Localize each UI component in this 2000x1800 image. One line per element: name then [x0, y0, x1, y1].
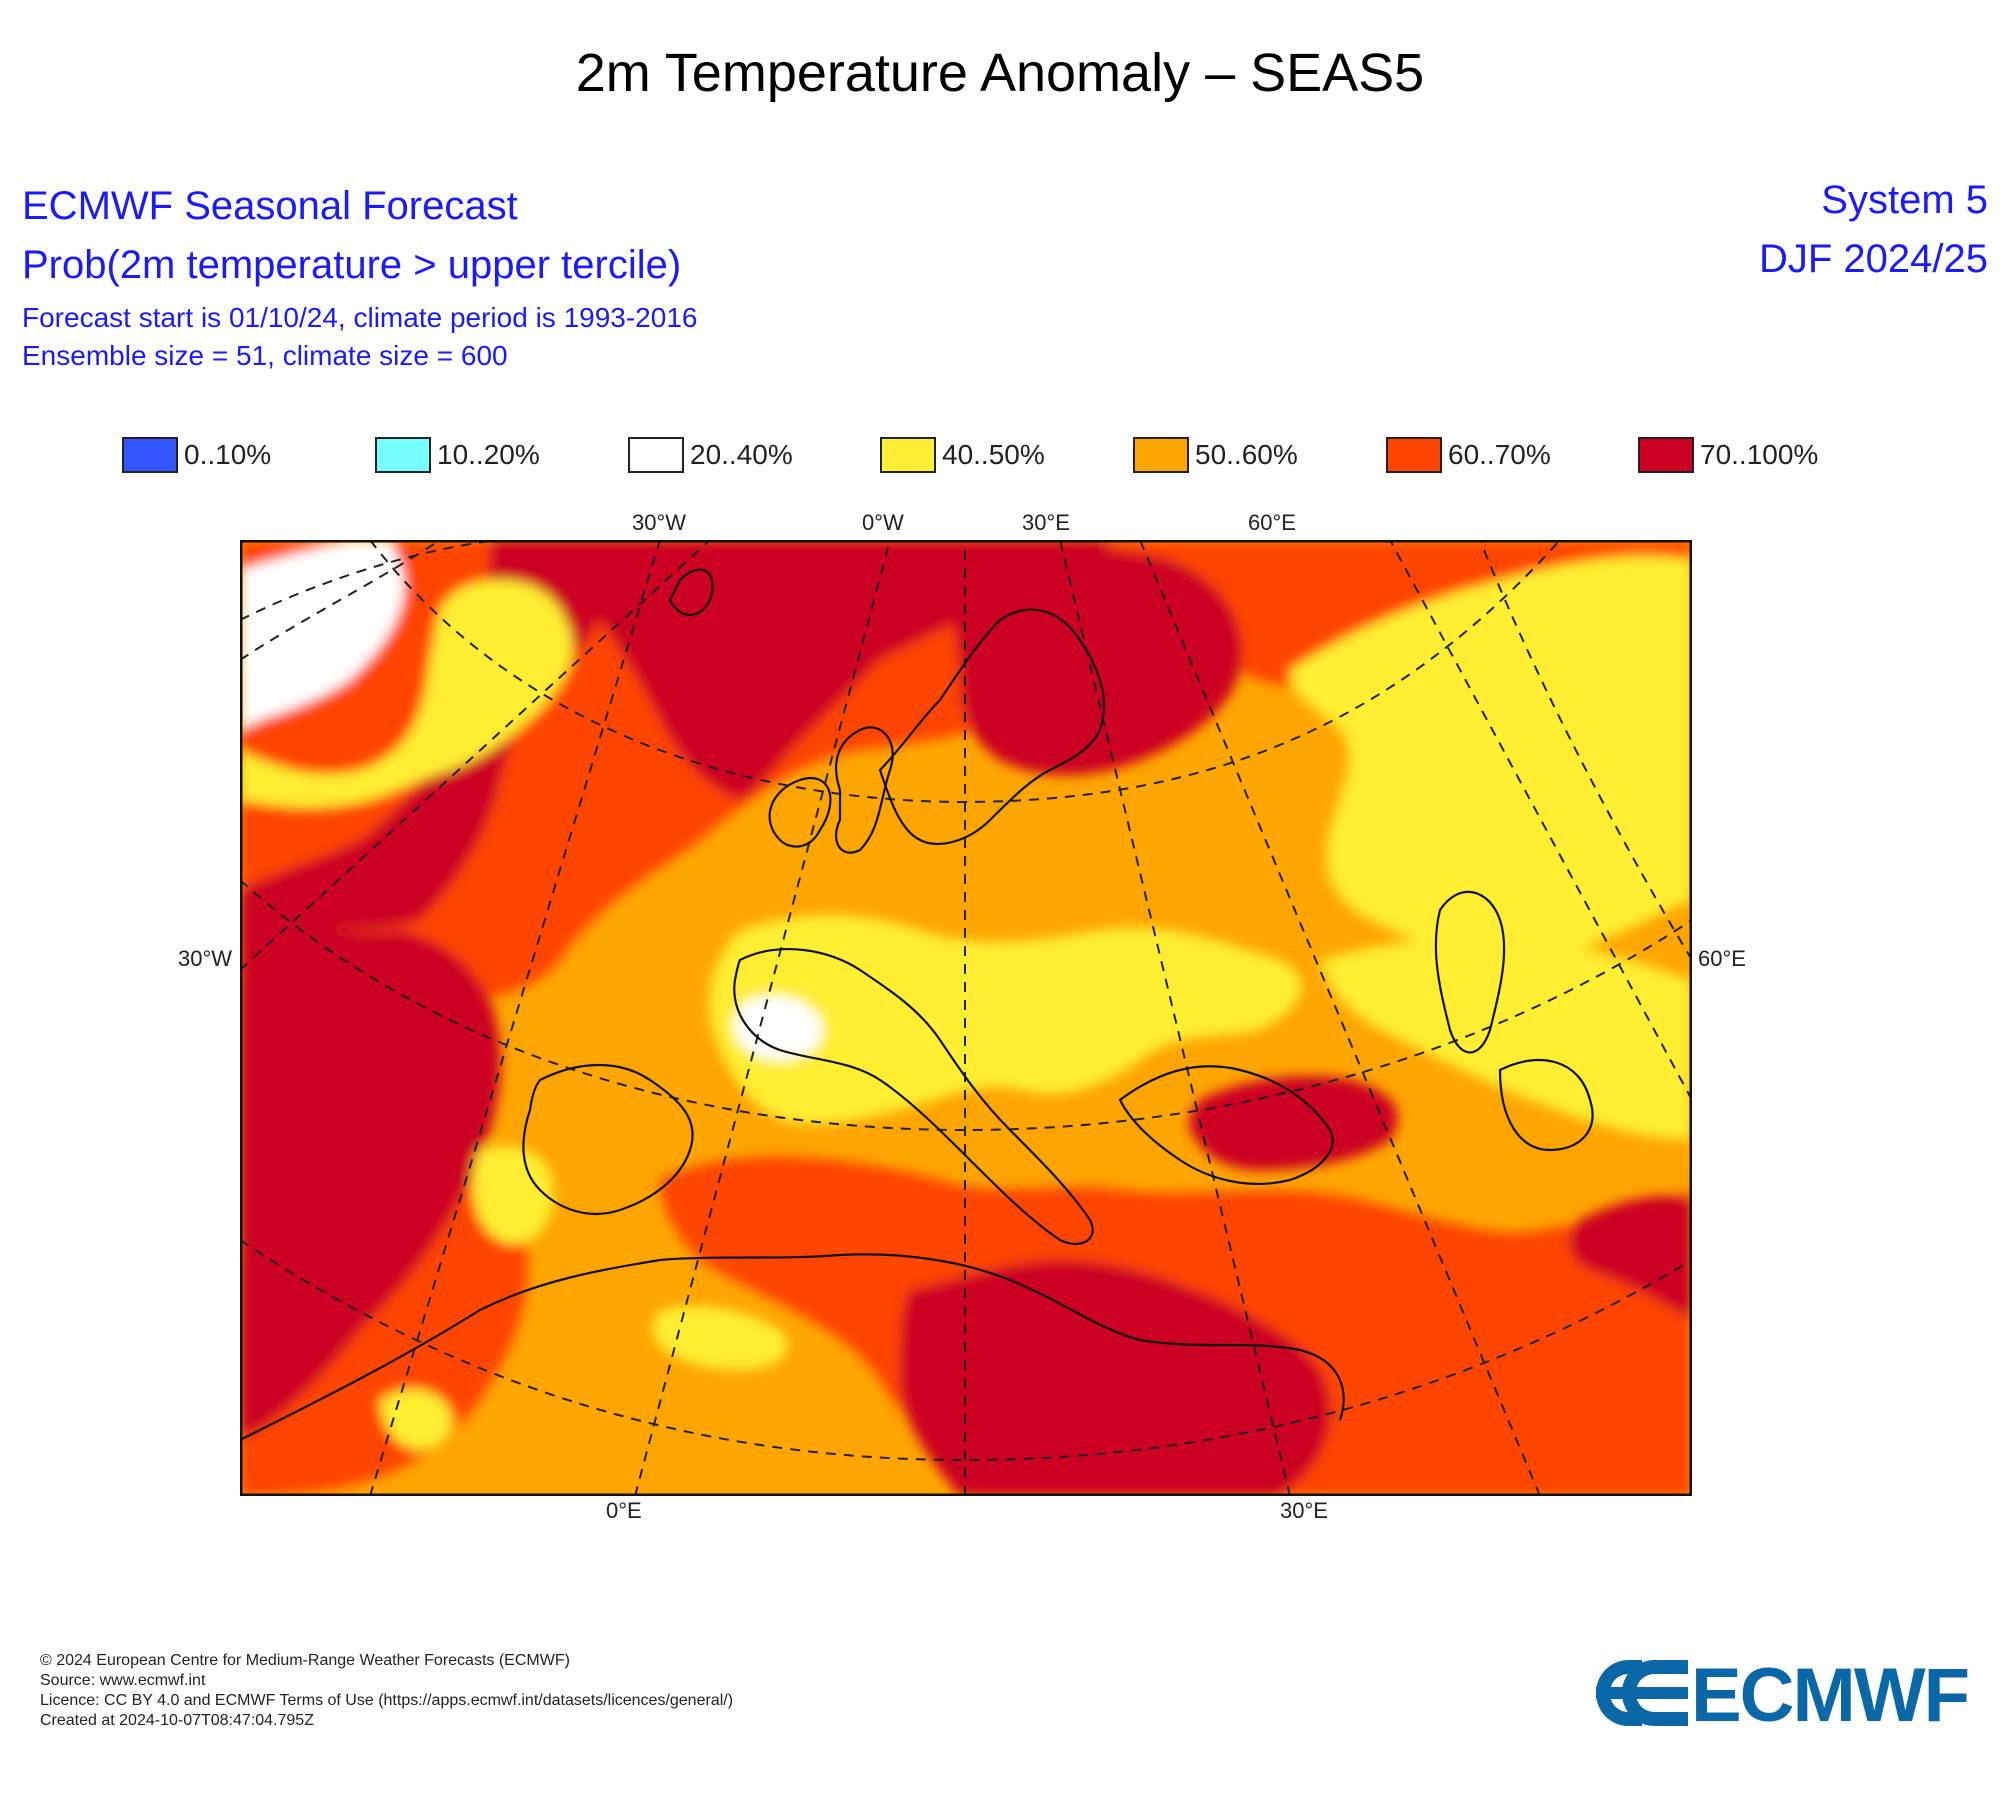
legend-item: 50..60% [1133, 435, 1298, 475]
season-label: DJF 2024/25 [1758, 237, 1988, 281]
legend-item: 20..40% [628, 435, 793, 475]
legend-item: 70..100% [1638, 435, 1818, 475]
coastline-black-sea [1118, 1065, 1334, 1186]
meridian-line [634, 540, 891, 1496]
ecmwf-logo-icon [1596, 1660, 1688, 1726]
meridian-line [240, 540, 711, 971]
prob-region-70-100 [1569, 1196, 1692, 1320]
graticule [240, 540, 1692, 1496]
tick-label-bottom: 0°E [606, 1498, 642, 1523]
page-title: 2m Temperature Anomaly – SEAS5 [575, 43, 1425, 103]
meridian-line [369, 540, 661, 1496]
prob-region-70-100 [240, 917, 501, 1440]
tick-label-bottom: 30°E [1280, 1498, 1328, 1523]
coastline-europe-south [733, 948, 1094, 1245]
coastline-scandinavia [878, 608, 1105, 845]
coastline-caspian-sea [1434, 890, 1506, 1054]
tick-label-top: 0°W [862, 510, 904, 535]
legend-swatch [122, 437, 178, 473]
legend-swatch [375, 437, 431, 473]
prob-region-40-50 [240, 580, 573, 808]
variable-title: Prob(2m temperature > upper tercile) [22, 243, 682, 287]
prob-region-40-50 [472, 1146, 554, 1244]
legend-label: 70..100% [1700, 439, 1819, 470]
legend-swatch [1133, 437, 1189, 473]
legend-label: 40..50% [942, 439, 1045, 470]
legend-swatch [628, 437, 684, 473]
forecast-info: Forecast start is 01/10/24, climate peri… [22, 302, 698, 333]
coastline-britain [835, 726, 894, 854]
meridian-line [1059, 540, 1291, 1496]
tick-label-top: 30°E [1022, 510, 1070, 535]
ensemble-info: Ensemble size = 51, climate size = 600 [22, 340, 508, 371]
coastlines [240, 568, 1594, 1441]
copyright-text: © 2024 European Centre for Medium-Range … [40, 1652, 570, 1669]
legend-swatch [1638, 437, 1694, 473]
legend-item: 10..20% [375, 435, 540, 475]
prob-region-70-100 [1189, 1076, 1398, 1170]
prob-region-70-100 [951, 549, 1242, 775]
tick-label-left: 30°W [178, 946, 233, 971]
probability-map [240, 540, 1692, 1496]
legend-swatch [1386, 437, 1442, 473]
legend-label: 0..10% [184, 439, 272, 470]
coastline-north-africa [240, 1253, 1345, 1441]
legend-label: 20..40% [690, 439, 793, 470]
legend-item: 0..10% [122, 435, 271, 475]
prob-region-40-50 [652, 1306, 788, 1370]
legend-item: 40..50% [880, 435, 1045, 475]
product-title: ECMWF Seasonal Forecast [22, 184, 518, 228]
legend-label: 10..20% [437, 439, 540, 470]
parallel-line [369, 540, 1561, 804]
meridian-line [1479, 540, 1692, 961]
legend-label: 50..60% [1195, 439, 1298, 470]
system-label: System 5 [1821, 178, 1988, 222]
prob-region-40-50 [1290, 556, 1692, 960]
coastline-iceland [668, 568, 714, 616]
source-text: Source: www.ecmwf.int [40, 1672, 206, 1689]
legend-swatch [880, 437, 936, 473]
prob-region-20-40 [734, 996, 823, 1060]
tick-label-top: 30°W [632, 510, 687, 535]
prob-region-20-40 [240, 540, 405, 730]
licence-text: Licence: CC BY 4.0 and ECMWF Terms of Us… [40, 1692, 734, 1709]
tick-label-top: 60°E [1248, 510, 1296, 535]
meridian-line [1389, 540, 1692, 1101]
prob-region-40-50 [1320, 936, 1692, 1140]
tick-label-right: 60°E [1698, 946, 1746, 971]
coastline-ireland [768, 777, 832, 848]
map-frame [240, 540, 1692, 1496]
ecmwf-logo-text: ECMWF [1690, 1653, 1970, 1738]
parallel-line [240, 1239, 1692, 1462]
coastline-aral-sea [1498, 1058, 1594, 1152]
parallel-line [240, 879, 1692, 1132]
legend-item: 60..70% [1386, 435, 1551, 475]
legend-label: 60..70% [1448, 439, 1551, 470]
created-text: Created at 2024-10-07T08:47:04.795Z [40, 1712, 314, 1729]
coastline-iberia [522, 1064, 694, 1215]
